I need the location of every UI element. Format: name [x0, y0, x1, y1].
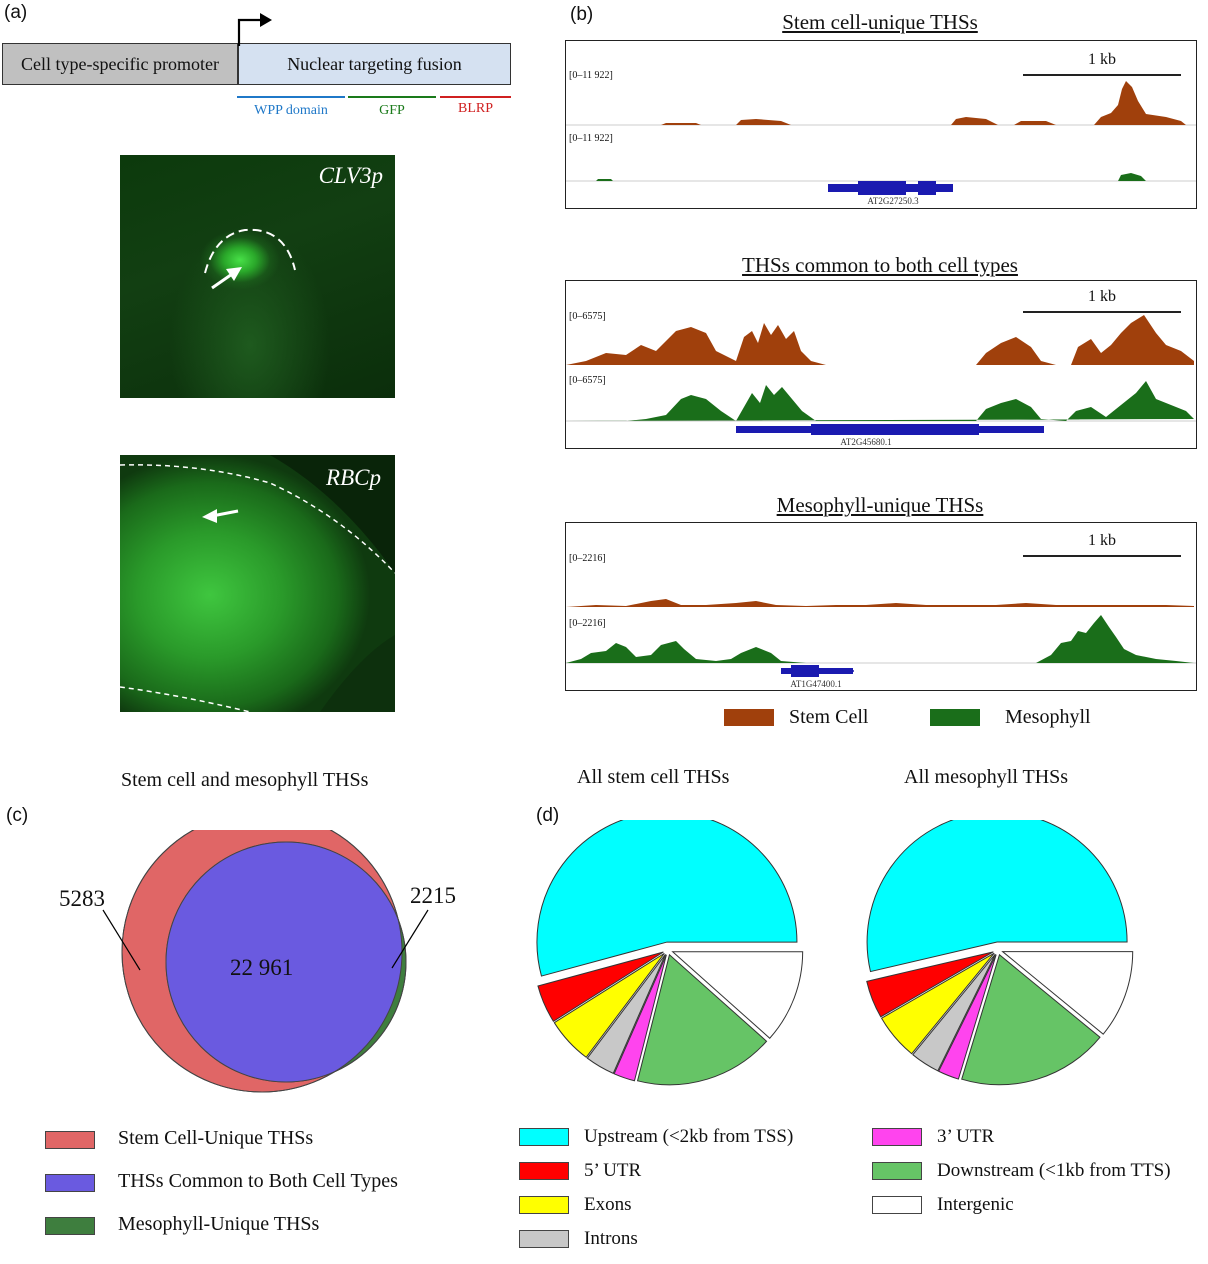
promoter-box: Cell type-specific promoter: [2, 43, 238, 85]
domain-label-gfp: GFP: [379, 103, 405, 118]
pie-slice-intergenic: [671, 951, 804, 1039]
domain-line-gfp: [348, 96, 436, 98]
mesophyll-track: [566, 381, 1194, 421]
micrograph-rbcp: RBCp: [120, 455, 395, 712]
scale-label: 1 kb: [1088, 288, 1116, 305]
panel-a-letter: (a): [4, 2, 28, 23]
gene-label: AT2G45680.1: [840, 437, 892, 447]
legend-swatch-exons: [519, 1196, 569, 1214]
legend-label-downstream: Downstream (<1kb from TTS): [937, 1160, 1171, 1181]
legend-swatch-introns: [519, 1230, 569, 1248]
venn-diagram: [102, 830, 429, 1093]
fusion-box: Nuclear targeting fusion: [238, 43, 511, 85]
legend-label-stem-cell: Stem Cell: [789, 706, 869, 728]
legend-label-mesophyll: Mesophyll: [1005, 706, 1091, 728]
pie-slice-exons: [880, 952, 995, 1055]
panel-b-letter: (b): [570, 4, 594, 25]
legend-swatch-5utr: [519, 1162, 569, 1180]
gene-label: AT1G47400.1: [790, 679, 842, 689]
stem-cell-track: [566, 81, 1186, 125]
clv3p-label: CLV3p: [318, 163, 383, 188]
legend-swatch-upstream: [519, 1128, 569, 1146]
legend-swatch-intergenic: [872, 1196, 922, 1214]
pie-slice-introns: [912, 953, 996, 1072]
range-label: [0–11 922]: [569, 133, 613, 144]
track3-box: 1 kb [0–2216] [0–2216] AT1G47400.1: [565, 522, 1197, 691]
gene-label: AT2G27250.3: [867, 196, 919, 206]
panel-c-title: Stem cell and mesophyll THSs: [121, 769, 369, 791]
scale-bar: [1023, 555, 1181, 557]
legend-label-upstream: Upstream (<2kb from TSS): [584, 1126, 794, 1147]
pie-chart-mesophyll: [866, 820, 1134, 1086]
domain-line-blrp: [440, 96, 511, 98]
legend-label-common: THSs Common to Both Cell Types: [118, 1170, 398, 1192]
mesophyll-track: [566, 173, 1146, 181]
tss-arrow-icon: [237, 13, 272, 46]
legend-swatch-downstream: [872, 1162, 922, 1180]
scale-label: 1 kb: [1088, 51, 1116, 68]
legend-swatch-3utr: [872, 1128, 922, 1146]
pie2-title: All mesophyll THSs: [904, 766, 1069, 788]
legend-label-intergenic: Intergenic: [937, 1194, 1014, 1215]
scale-label: 1 kb: [1088, 532, 1116, 549]
gene-model: [736, 424, 1044, 435]
legend-swatch-common: [45, 1174, 95, 1192]
mesophyll-track: [566, 615, 1194, 663]
pie-slice-downstream-1kb-from-tts: [636, 953, 768, 1086]
range-label: [0–6575]: [569, 311, 606, 322]
stem-cell-track: [566, 315, 1194, 365]
track1-title: Stem cell-unique THSs: [782, 10, 978, 34]
pie-slice-introns: [586, 954, 666, 1075]
fusion-label: Nuclear targeting fusion: [287, 54, 462, 74]
legend-swatch-stem-cell: [724, 709, 774, 726]
range-label: [0–2216]: [569, 553, 606, 564]
track1-box: 1 kb [0–11 922] [0–11 922] AT2G27250.3: [565, 40, 1197, 209]
range-label: [0–2216]: [569, 618, 606, 629]
pie-slice-5-utr: [537, 951, 664, 1022]
pie1-title: All stem cell THSs: [577, 766, 730, 788]
range-label: [0–11 922]: [569, 70, 613, 81]
stem-cell-track: [566, 599, 1194, 607]
scale-bar: [1023, 311, 1181, 313]
micrograph-clv3p: CLV3p: [120, 155, 395, 398]
pie-slice-5-utr: [866, 951, 994, 1018]
legend-swatch-meso-unique: [45, 1217, 95, 1235]
legend-label-5utr: 5’ UTR: [584, 1160, 642, 1181]
domain-line-wpp: [237, 96, 345, 98]
pie-slice-upstream-2kb-from-tss: [536, 820, 798, 977]
legend-label-meso-unique: Mesophyll-Unique THSs: [118, 1213, 320, 1235]
pie-slice-upstream-2kb-from-tss: [866, 820, 1128, 973]
gene-model: [781, 665, 854, 677]
track3-title: Mesophyll-unique THSs: [776, 493, 984, 517]
pie-slice-intergenic: [1001, 951, 1134, 1035]
legend-label-introns: Introns: [584, 1228, 638, 1249]
domain-label-wpp: WPP domain: [254, 103, 328, 118]
gene-model: [828, 181, 953, 195]
legend-label-stem-unique: Stem Cell-Unique THSs: [118, 1127, 314, 1149]
venn-value-meso-unique: 2215: [410, 883, 456, 908]
pie-slice-exons: [553, 952, 665, 1058]
track2-box: 1 kb [0–6575] [0–6575] AT2G45680.1: [565, 280, 1197, 449]
venn-common-region: [166, 842, 402, 1082]
venn-value-common: 22 961: [230, 955, 294, 980]
range-label: [0–6575]: [569, 375, 606, 386]
legend-label-3utr: 3’ UTR: [937, 1126, 995, 1147]
panel-c-letter: (c): [6, 805, 29, 826]
legend-label-exons: Exons: [584, 1194, 632, 1215]
legend-swatch-stem-unique: [45, 1131, 95, 1149]
panel-d-letter: (d): [536, 805, 560, 826]
track2-title: THSs common to both cell types: [742, 253, 1018, 277]
venn-value-stem-unique: 5283: [59, 886, 105, 911]
pie-slice-3-utr: [937, 954, 997, 1080]
pie-chart-stem: [536, 820, 804, 1086]
legend-swatch-mesophyll: [930, 709, 980, 726]
pie-slice-3-utr: [613, 954, 667, 1082]
scale-bar: [1023, 74, 1181, 76]
domain-label-blrp: BLRP: [457, 101, 493, 116]
promoter-label: Cell type-specific promoter: [21, 54, 219, 74]
pie-slice-downstream-1kb-from-tts: [961, 953, 1101, 1086]
rbcp-label: RBCp: [326, 465, 381, 490]
